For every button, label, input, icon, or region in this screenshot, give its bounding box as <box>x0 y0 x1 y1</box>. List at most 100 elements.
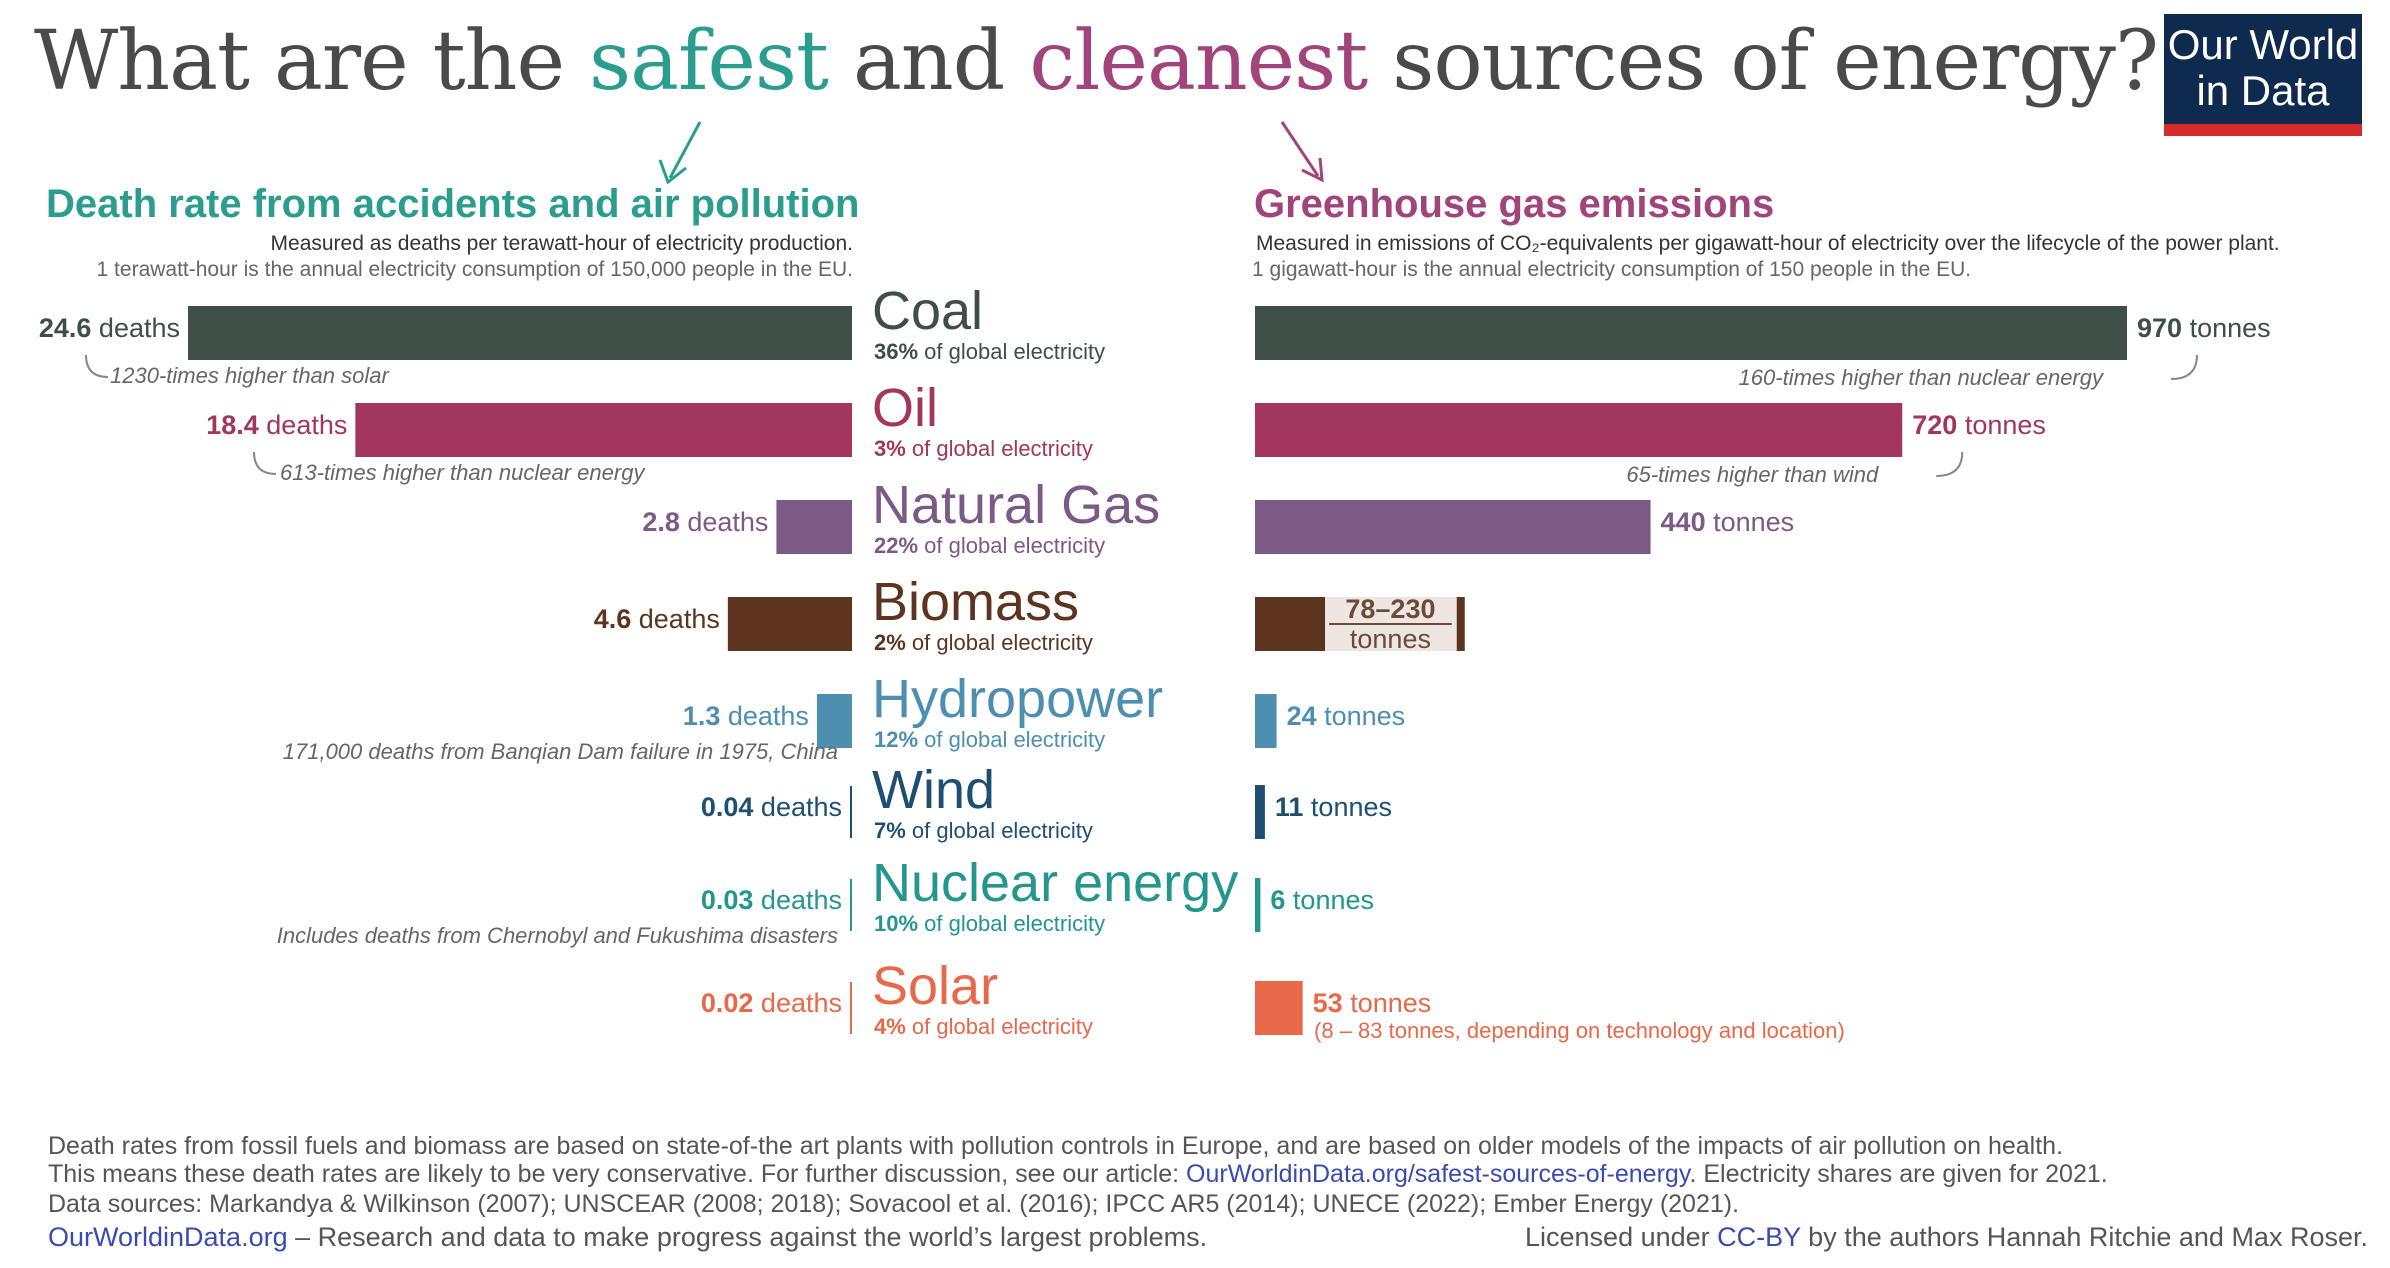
death-unit-gas: deaths <box>679 507 769 537</box>
footer-line2: This means these death rates are likely … <box>48 1160 2108 1189</box>
death-unit-nuclear: deaths <box>753 885 842 915</box>
share-text-solar: of global electricity <box>905 1014 1093 1039</box>
left-panel-subtitle: Measured as deaths per terawatt-hour of … <box>270 232 853 255</box>
source-share-coal: 36% of global electricity <box>874 339 1105 365</box>
share-value-nuclear: 10% <box>874 911 919 936</box>
emission-unit-wind: tonnes <box>1303 792 1392 822</box>
death-label-coal: 24.6 deaths <box>39 313 180 344</box>
emission-value-nuclear: 6 <box>1270 885 1286 915</box>
safest-arrow <box>668 121 702 179</box>
emission-unit-biomass: tonnes <box>1349 624 1431 654</box>
death-bar-nuclear <box>850 879 852 931</box>
source-share-gas: 22% of global electricity <box>874 533 1105 559</box>
share-text-wind: of global electricity <box>905 818 1093 843</box>
source-share-solar: 4% of global electricity <box>874 1014 1093 1040</box>
license-a: Licensed under <box>1525 1222 1718 1252</box>
source-share-biomass: 2% of global electricity <box>874 630 1093 656</box>
owid-link[interactable]: OurWorldinData.org <box>48 1222 288 1252</box>
title-safest: safest <box>589 14 829 109</box>
share-value-biomass: 2% <box>874 630 906 655</box>
share-value-wind: 7% <box>874 818 906 843</box>
emission-unit-oil: tonnes <box>1957 410 2046 440</box>
emission-unit-coal: tonnes <box>2182 313 2271 343</box>
death-unit-hydro: deaths <box>720 701 809 731</box>
emission-label-solar: 53 tonnes <box>1313 988 1432 1019</box>
left-panel-title: Death rate from accidents and air pollut… <box>46 182 860 226</box>
owid-logo[interactable]: Our World in Data <box>2164 14 2362 136</box>
footer-tagline: – Research and data to make progress aga… <box>287 1222 1208 1252</box>
license-b: by the authors Hannah Ritchie and Max Ro… <box>1800 1222 2368 1252</box>
source-name-coal: Coal <box>872 281 984 341</box>
emissions-bars <box>1255 306 2127 1035</box>
death-unit-coal: deaths <box>91 313 180 343</box>
emission-unit-solar: tonnes <box>1342 988 1432 1018</box>
emission-label-wind: 11 tonnes <box>1275 792 1392 823</box>
source-share-nuclear: 10% of global electricity <box>874 911 1105 937</box>
death-note-nuclear: Includes deaths from Chernobyl and Fukus… <box>276 923 838 948</box>
title-part2: and <box>827 14 1030 109</box>
death-label-nuclear: 0.03 deaths <box>701 885 842 916</box>
death-bar-gas <box>776 500 852 554</box>
article-link[interactable]: OurWorldinData.org/safest-sources-of-ene… <box>1186 1160 1690 1188</box>
license-link[interactable]: CC-BY <box>1717 1222 1801 1252</box>
source-name-biomass: Biomass <box>872 572 1080 632</box>
emission-label-nuclear: 6 tonnes <box>1270 885 1374 916</box>
share-value-gas: 22% <box>874 533 919 558</box>
emission-unit-nuclear: tonnes <box>1285 885 1374 915</box>
annotations <box>85 354 2198 477</box>
death-note-coal: 1230-times higher than solar <box>110 363 389 388</box>
source-name-solar: Solar <box>872 956 999 1016</box>
death-unit-solar: deaths <box>753 988 842 1018</box>
death-value-nuclear: 0.03 <box>700 885 754 915</box>
emission-bar-coal <box>1255 306 2127 360</box>
death-value-gas: 2.8 <box>642 507 680 537</box>
footer-sources: Data sources: Markandya & Wilkinson (200… <box>48 1190 1740 1218</box>
source-share-hydro: 12% of global electricity <box>874 727 1105 753</box>
emission-range-end-biomass <box>1456 597 1465 651</box>
right-panel-title: Greenhouse gas emissions <box>1254 182 1775 226</box>
emission-label-coal: 970 tonnes <box>2137 313 2271 344</box>
emission-note-curve-oil <box>1936 451 1964 477</box>
emission-label-oil: 720 tonnes <box>1912 410 2046 441</box>
source-name-wind: Wind <box>872 760 996 820</box>
death-label-biomass: 4.6 deaths <box>594 604 720 635</box>
safest-arrow-head <box>658 159 687 185</box>
right-panel-note: 1 gigawatt-hour is the annual electricit… <box>1252 258 1972 281</box>
share-value-solar: 4% <box>874 1014 906 1039</box>
death-bar-wind <box>850 786 852 838</box>
emission-value-coal: 970 <box>2137 313 2183 343</box>
cleanest-arrow <box>1280 121 1320 177</box>
source-name-nuclear: Nuclear energy <box>872 853 1239 913</box>
death-note-curve-oil <box>253 451 277 475</box>
emission-bar-oil <box>1255 403 1903 457</box>
death-label-gas: 2.8 deaths <box>642 507 768 538</box>
death-label-wind: 0.04 deaths <box>701 792 842 823</box>
death-value-biomass: 4.6 <box>593 604 632 634</box>
share-value-oil: 3% <box>874 436 906 461</box>
emission-label-hydro: 24 tonnes <box>1287 701 1406 732</box>
emission-value-gas: 440 <box>1660 507 1706 537</box>
left-panel-note: 1 terawatt-hour is the annual electricit… <box>96 258 853 281</box>
emission-value-oil: 720 <box>1912 410 1958 440</box>
emission-note-oil: 65-times higher than wind <box>1626 462 1879 487</box>
emission-value-solar: 53 <box>1312 988 1343 1018</box>
death-value-solar: 0.02 <box>700 988 754 1018</box>
death-value-hydro: 1.3 <box>682 701 721 731</box>
emission-bar-wind <box>1255 785 1265 839</box>
emission-bar-gas <box>1255 500 1651 554</box>
death-value-coal: 24.6 <box>38 313 92 343</box>
death-note-oil: 613-times higher than nuclear energy <box>280 460 645 485</box>
death-unit-oil: deaths <box>258 410 348 440</box>
source-share-oil: 3% of global electricity <box>874 436 1093 462</box>
cleanest-arrow-head <box>1301 157 1324 183</box>
death-unit-wind: deaths <box>753 792 842 822</box>
share-value-hydro: 12% <box>874 727 919 752</box>
emission-bar-hydro <box>1255 694 1277 748</box>
death-bar-oil <box>355 403 852 457</box>
death-rate-bars <box>188 306 852 1034</box>
death-label-oil: 18.4 deaths <box>206 410 347 441</box>
emission-label-gas: 440 tonnes <box>1661 507 1795 538</box>
source-name-gas: Natural Gas <box>872 475 1161 535</box>
death-value-wind: 0.04 <box>700 792 754 822</box>
